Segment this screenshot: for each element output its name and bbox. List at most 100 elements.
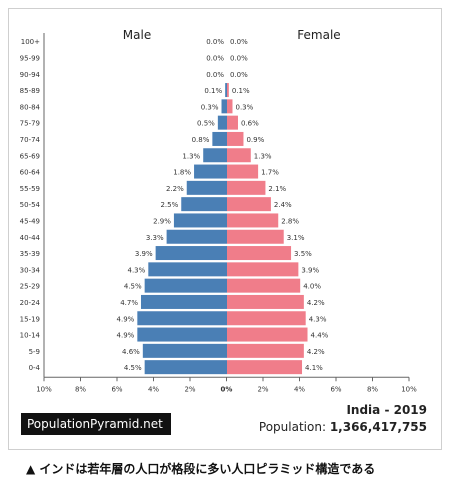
x-tick-label: 6% [330, 385, 341, 393]
female-bar-0-4 [227, 360, 303, 375]
male-bar-15-19 [137, 311, 227, 326]
age-group-label: 75-79 [20, 120, 40, 128]
age-group-label: 90-94 [20, 71, 41, 79]
male-bar-45-49 [173, 213, 227, 228]
population-value: 1,366,417,755 [329, 420, 427, 434]
female-value-label: 0.3% [235, 103, 253, 111]
female-value-label: 3.1% [287, 234, 305, 242]
population-line: Population: 1,366,417,755 [259, 420, 427, 434]
female-bar-35-39 [227, 246, 292, 261]
male-bar-0-4 [144, 360, 227, 375]
age-group-label: 40-44 [20, 234, 41, 242]
age-group-label: 35-39 [20, 250, 40, 258]
female-bar-25-29 [227, 278, 301, 293]
male-bar-55-59 [186, 180, 227, 195]
figure-caption: ▲ インドは若年層の人口が格段に多い人口ピラミッド構造である [26, 462, 376, 476]
male-value-label: 0.8% [192, 136, 210, 144]
age-group-label: 0-4 [29, 364, 41, 372]
female-value-label: 4.4% [311, 332, 329, 340]
male-value-label: 4.7% [120, 299, 138, 307]
female-value-label: 4.0% [303, 283, 321, 291]
male-value-label: 4.5% [124, 283, 142, 291]
male-value-label: 0.0% [206, 54, 224, 62]
male-bar-60-64 [194, 164, 227, 179]
male-bar-25-29 [144, 278, 227, 293]
male-bar-30-34 [148, 262, 227, 277]
female-bar-65-69 [227, 148, 251, 163]
male-value-label: 4.6% [122, 348, 140, 356]
female-bar-85-89 [227, 83, 229, 98]
male-bar-75-79 [217, 115, 227, 130]
female-value-label: 1.3% [254, 152, 272, 160]
female-value-label: 2.4% [274, 201, 292, 209]
male-bar-10-14 [137, 327, 227, 342]
female-value-label: 4.1% [305, 364, 323, 372]
female-value-label: 2.1% [268, 185, 286, 193]
female-value-label: 3.5% [294, 250, 312, 258]
male-value-label: 4.5% [124, 364, 142, 372]
x-tick-label: 2% [184, 385, 195, 393]
male-bar-65-69 [203, 148, 227, 163]
age-group-label: 70-74 [20, 136, 41, 144]
female-value-label: 4.2% [307, 299, 325, 307]
age-group-label: 20-24 [20, 299, 41, 307]
male-bar-35-39 [155, 246, 227, 261]
x-tick-label: 6% [111, 385, 122, 393]
male-bar-80-84 [221, 99, 227, 114]
x-tick-label: 10% [401, 385, 417, 393]
x-tick-label: 0% [221, 385, 233, 393]
x-tick-label: 10% [36, 385, 52, 393]
female-bar-20-24 [227, 294, 304, 309]
x-tick-label: 4% [148, 385, 159, 393]
female-bar-10-14 [227, 327, 308, 342]
male-value-label: 3.9% [135, 250, 153, 258]
male-bar-85-89 [225, 83, 227, 98]
male-side-label: Male [123, 28, 151, 42]
female-value-label: 0.1% [232, 87, 250, 95]
x-tick-label: 4% [294, 385, 305, 393]
age-group-label: 30-34 [20, 266, 41, 274]
female-value-label: 4.3% [309, 315, 327, 323]
population-pyramid-chart: Male Female 100+ 0.0% 0.0% 95-99 0.0% 0.0% 90-94… [20, 28, 417, 393]
country-year-label: India - 2019 [346, 403, 427, 417]
age-group-label: 15-19 [20, 315, 40, 323]
male-value-label: 0.0% [206, 71, 224, 79]
x-tick-label: 8% [367, 385, 378, 393]
female-value-label: 0.6% [241, 120, 259, 128]
male-value-label: 2.9% [153, 217, 171, 225]
age-group-label: 25-29 [20, 283, 40, 291]
female-bar-60-64 [227, 164, 259, 179]
chart-frame: Male Female 100+ 0.0% 0.0% 95-99 0.0% 0.0% 90-94… [8, 8, 442, 450]
male-bar-20-24 [140, 294, 227, 309]
male-value-label: 2.5% [160, 201, 178, 209]
age-group-label: 85-89 [20, 87, 40, 95]
male-value-label: 0.0% [206, 38, 224, 46]
female-bar-50-54 [227, 197, 271, 212]
female-bar-5-9 [227, 343, 304, 358]
female-bar-30-34 [227, 262, 299, 277]
population-label: Population: [258, 420, 326, 434]
female-side-label: Female [297, 28, 340, 42]
female-bar-45-49 [227, 213, 279, 228]
x-tick-label: 8% [75, 385, 86, 393]
female-bar-15-19 [227, 311, 306, 326]
age-group-label: 100+ [21, 38, 40, 46]
male-value-label: 3.3% [146, 234, 164, 242]
male-bar-50-54 [181, 197, 227, 212]
age-group-label: 55-59 [20, 185, 40, 193]
age-group-label: 50-54 [20, 201, 41, 209]
brand-logo[interactable]: PopulationPyramid.net [21, 413, 171, 435]
female-bar-80-84 [227, 99, 233, 114]
female-value-label: 3.9% [301, 266, 319, 274]
female-value-label: 1.7% [261, 169, 279, 177]
age-group-label: 60-64 [20, 169, 41, 177]
male-bar-5-9 [142, 343, 227, 358]
male-value-label: 1.3% [182, 152, 200, 160]
female-bar-70-74 [227, 131, 244, 146]
female-value-label: 0.0% [230, 38, 248, 46]
male-bar-70-74 [212, 131, 227, 146]
male-value-label: 0.1% [204, 87, 222, 95]
male-value-label: 4.9% [117, 332, 135, 340]
male-value-label: 2.2% [166, 185, 184, 193]
male-value-label: 0.5% [197, 120, 215, 128]
